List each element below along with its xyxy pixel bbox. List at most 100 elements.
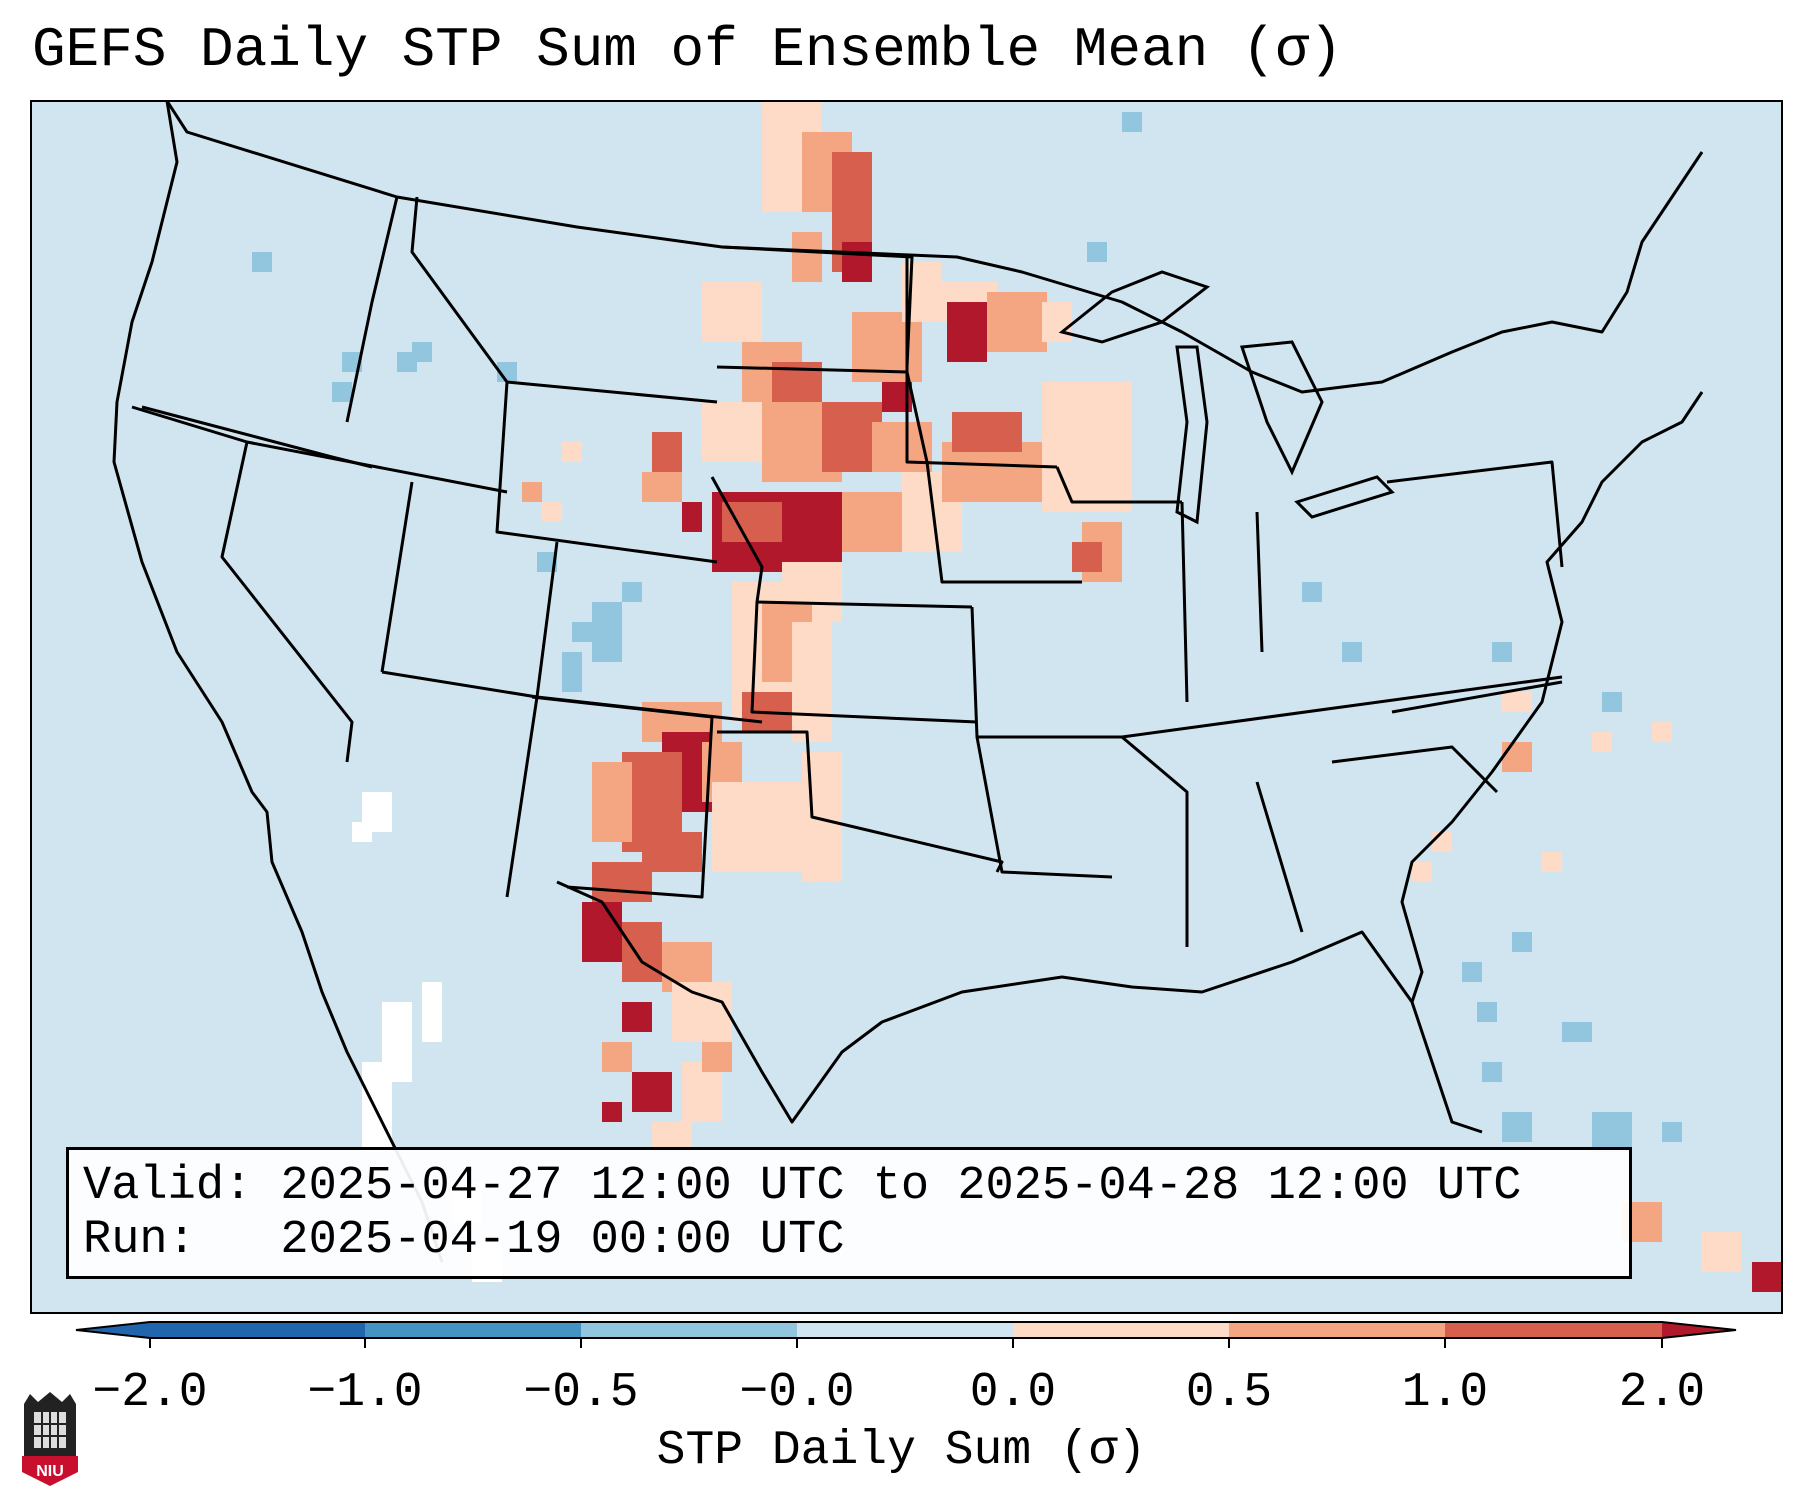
ut-co <box>535 541 559 698</box>
map-title: GEFS Daily STP Sum of Ensemble Mean (σ) <box>32 18 1343 82</box>
ms-al <box>1121 735 1189 947</box>
az-nm <box>505 696 539 898</box>
va-nc <box>1391 680 1563 714</box>
stp-grid-cell <box>642 472 682 502</box>
pacific-coast <box>112 102 444 1263</box>
colorbar-tick-label: −2.0 <box>92 1366 208 1420</box>
stp-grid-cell <box>592 862 652 902</box>
valid-time-line: Valid: 2025-04-27 12:00 UTC to 2025-04-2… <box>83 1160 1522 1213</box>
stp-grid-cell <box>622 582 642 602</box>
stp-grid-cell <box>1342 642 1362 662</box>
wy-co <box>495 381 718 564</box>
stp-grid-cell <box>602 1042 632 1072</box>
stp-grid-cell <box>1087 242 1107 262</box>
colorbar-ticks <box>149 1338 1663 1348</box>
ca-nv <box>220 441 354 763</box>
stp-grid-cell <box>792 232 822 282</box>
stp-grid-cell <box>522 482 542 502</box>
lake-michigan <box>1175 345 1209 525</box>
lake-erie <box>1294 475 1395 519</box>
stp-grid-cell <box>682 502 702 532</box>
ia-mo <box>925 461 1082 584</box>
stp-grid-cell <box>572 622 592 642</box>
colorbar-tick-label: 0.0 <box>969 1366 1057 1420</box>
valid-run-info-box: Valid: 2025-04-27 12:00 UTC to 2025-04-2… <box>66 1147 1632 1279</box>
stp-grid-cell <box>702 282 762 342</box>
great-lakes <box>1058 270 1395 525</box>
run-time-line: Run: 2025-04-19 00:00 UTC <box>83 1214 845 1267</box>
lake-huron <box>1239 340 1324 476</box>
colorbar-segment-4 <box>797 1322 1013 1338</box>
lake-superior <box>1058 270 1211 344</box>
ar-la <box>975 736 1113 879</box>
stp-grid-cell <box>592 762 632 842</box>
id-mt <box>345 196 399 423</box>
colorbar-tick-label: 0.5 <box>1185 1366 1273 1420</box>
stp-grid-cell <box>1592 1112 1632 1152</box>
colorbar-tick-label: −0.0 <box>739 1366 855 1420</box>
stp-grid-cell <box>622 1002 652 1032</box>
il-in <box>1180 501 1189 703</box>
stp-grid-cell <box>1502 742 1532 772</box>
colorbar-segment-6 <box>1229 1322 1445 1338</box>
stp-grid-cell <box>332 382 352 402</box>
stp-grid-cell <box>1412 862 1432 882</box>
stp-grid-cell <box>652 432 682 472</box>
niu-logo-icon: NIU <box>22 1392 78 1486</box>
stp-grid-cell <box>1122 112 1142 132</box>
al-ga <box>1255 781 1304 933</box>
stp-map <box>112 102 1781 1292</box>
ny-pa <box>1386 460 1564 568</box>
tn-ky <box>1121 675 1563 739</box>
stp-grid-cell <box>592 602 622 662</box>
gulf-coast <box>556 880 1483 1134</box>
stp-grid-cell <box>1512 932 1532 952</box>
stp-grid-cells <box>252 102 1781 1292</box>
nc-sc <box>1331 745 1499 794</box>
stp-grid-cell <box>1302 582 1322 602</box>
stp-grid-cell <box>1482 1062 1502 1082</box>
colorbar-segment-2 <box>365 1322 581 1338</box>
stp-grid-cell <box>1752 1262 1781 1292</box>
stp-grid-cell <box>622 922 662 982</box>
stp-grid-cell <box>1477 1002 1497 1022</box>
stp-grid-cell <box>252 252 272 272</box>
in-oh <box>1255 511 1264 653</box>
co-nm <box>531 695 714 899</box>
colorbar-tick-label: −1.0 <box>307 1366 423 1420</box>
stp-grid-cell <box>1492 642 1512 662</box>
colorbar-under-arrow <box>76 1322 150 1338</box>
ne-ks <box>710 476 973 609</box>
ks-ok <box>750 601 978 724</box>
stp-grid-cell <box>1702 1232 1742 1272</box>
stp-grid-cell <box>602 1102 622 1122</box>
stp-grid-cell <box>672 982 732 1042</box>
wi-il <box>1055 466 1182 504</box>
stp-grid-cell <box>1042 382 1132 512</box>
niu-logo-text: NIU <box>36 1463 64 1480</box>
stp-grid-cell <box>542 502 562 522</box>
stp-grid-cell <box>412 342 432 362</box>
stp-grid-cell <box>562 652 582 692</box>
stp-grid-cell <box>1662 1122 1682 1142</box>
stp-grid-cell <box>987 292 1047 352</box>
nv-ut <box>380 481 414 673</box>
stp-grid-cell <box>1602 692 1622 712</box>
stp-grid-cell <box>362 1062 392 1152</box>
colorbar-segment-3 <box>581 1322 797 1338</box>
stp-grid-cell <box>952 412 1022 452</box>
stp-grid-cell <box>842 242 872 282</box>
stp-grid-cell <box>1592 732 1612 752</box>
stp-grid-cell <box>422 982 442 1042</box>
colorbar-tick-label: −0.5 <box>523 1366 639 1420</box>
stp-grid-cell <box>722 502 782 542</box>
colorbar-segment-5 <box>1013 1322 1229 1338</box>
colorbar-over-arrow <box>1662 1322 1736 1338</box>
stp-grid-cell <box>562 442 582 462</box>
stp-grid-cell <box>792 622 832 742</box>
colorbar-segment-7 <box>1445 1322 1662 1338</box>
stp-grid-cell <box>1562 1022 1592 1042</box>
map-panel <box>30 100 1783 1314</box>
stp-grid-cell <box>1502 692 1532 712</box>
colorbar-label: STP Daily Sum (σ) <box>656 1424 1147 1478</box>
